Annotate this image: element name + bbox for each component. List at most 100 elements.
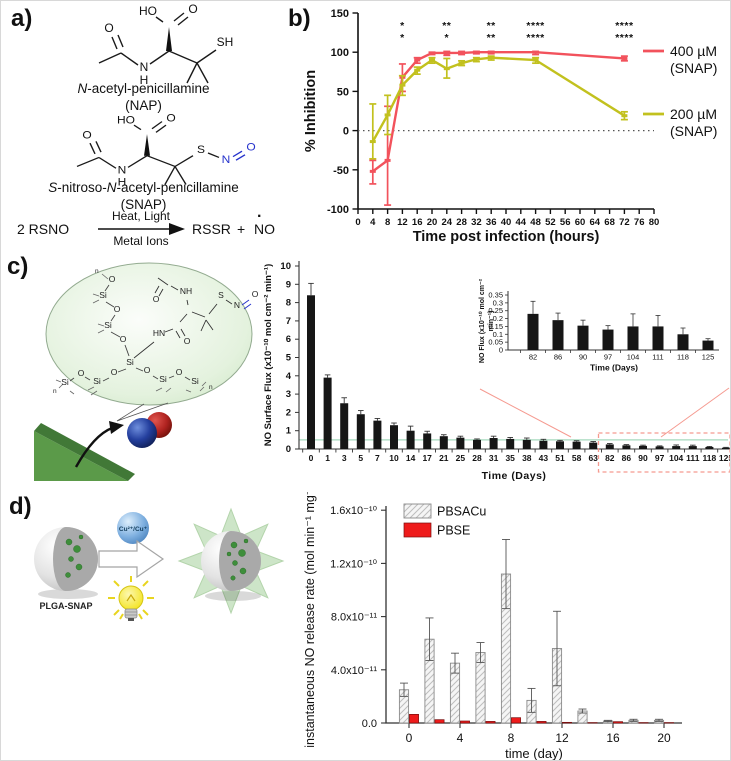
y-tick-label: 1 bbox=[286, 426, 292, 437]
series-400-µM-(SNAP) bbox=[369, 50, 628, 206]
snap-arm-bonds bbox=[133, 277, 233, 359]
legend-swatch bbox=[403, 503, 432, 519]
significance-marker: ** bbox=[442, 20, 452, 32]
inset-y-axis-label: min⁻¹) bbox=[488, 311, 495, 332]
reaction-product-no: NO bbox=[254, 221, 275, 237]
n-o-double-bond bbox=[241, 299, 252, 310]
methyl-marks bbox=[55, 273, 207, 396]
x-tick-label: 17 bbox=[422, 453, 432, 463]
y-tick-label: -50 bbox=[333, 165, 349, 177]
y-axis-label: NO Surface Flux (x10⁻¹⁰ mol cm⁻² min⁻¹) bbox=[263, 264, 274, 447]
x-tick-label: 111 bbox=[686, 453, 700, 463]
x-tick-label: 43 bbox=[539, 453, 549, 463]
atom-label: HO bbox=[117, 115, 135, 126]
x-tick-label: 16 bbox=[606, 731, 620, 745]
inset-bar bbox=[602, 329, 614, 350]
x-tick-label: 1 bbox=[325, 453, 330, 463]
y-tick-label: 1.2x10⁻¹⁰ bbox=[330, 558, 377, 570]
bar bbox=[356, 414, 365, 449]
y-tick-label: -100 bbox=[327, 204, 349, 216]
x-tick-label: 48 bbox=[530, 217, 541, 228]
x-tick-label: 35 bbox=[505, 453, 515, 463]
reaction-condition-top: Heat, Light bbox=[112, 209, 171, 223]
bar bbox=[323, 377, 332, 449]
x-tick-label: 40 bbox=[501, 217, 512, 228]
panel-d-chart: 0.0 4.0x10⁻¹¹ 8.0x10⁻¹¹ 1.2x10⁻¹⁰ 1.6x10⁻¹⁰ 0… bbox=[303, 492, 682, 760]
x-tick-label: 24 bbox=[442, 217, 453, 228]
subscript-n: n bbox=[209, 384, 213, 391]
atom-label: O bbox=[184, 336, 191, 346]
light-bulb-icon-part bbox=[128, 618, 134, 621]
series-line bbox=[371, 56, 626, 143]
snap-dots-part bbox=[243, 538, 249, 544]
bar-pbse bbox=[536, 721, 547, 724]
y-tick-label: 2 bbox=[286, 407, 291, 418]
x-tick-label: 44 bbox=[516, 217, 527, 228]
snap-bonds bbox=[76, 121, 220, 185]
y-tick-label: 0 bbox=[343, 126, 349, 138]
atom-label: O bbox=[144, 365, 151, 375]
x-tick-label: 32 bbox=[471, 217, 482, 228]
atom-label: O bbox=[78, 368, 85, 378]
y-tick-label: 8 bbox=[286, 298, 291, 309]
atom-label: O bbox=[120, 334, 127, 344]
bar-pbsacu bbox=[475, 652, 486, 724]
inset-y-tick-label: 0.25 bbox=[488, 306, 503, 315]
bar-pbse bbox=[409, 714, 419, 724]
snap-dots-part bbox=[232, 560, 238, 566]
x-tick-label: 3 bbox=[342, 453, 347, 463]
light-bulb-icon-part bbox=[126, 593, 136, 602]
atom-label: O bbox=[153, 294, 160, 304]
atom-label: Si bbox=[126, 357, 134, 367]
snap-wedge-bond bbox=[144, 134, 150, 156]
x-tick-label: 12 bbox=[555, 731, 569, 745]
bar-pbse bbox=[460, 720, 470, 724]
inset-y-tick-label: 0.3 bbox=[493, 298, 503, 307]
panel-d-label: d) bbox=[9, 493, 32, 520]
significance-marker: * bbox=[445, 32, 450, 44]
atom-label: NH bbox=[180, 286, 192, 296]
inset-bar bbox=[652, 326, 664, 350]
significance-marker: ** bbox=[487, 32, 497, 44]
highlight-box bbox=[597, 432, 730, 473]
x-tick-label: 90 bbox=[638, 453, 648, 463]
snap-dots bbox=[226, 538, 249, 581]
x-tick-label: 8 bbox=[508, 731, 515, 745]
snap-dots-part bbox=[65, 572, 71, 578]
inset-bar bbox=[552, 320, 564, 350]
activated-particle-cut-face bbox=[219, 531, 261, 591]
x-tick-label: 0 bbox=[309, 453, 314, 463]
significance-marker: **** bbox=[615, 32, 634, 44]
y-tick-label: 10 bbox=[280, 261, 291, 272]
atom-label: O bbox=[104, 21, 113, 35]
x-tick-label: 72 bbox=[619, 217, 630, 228]
snap-name-part: -acetyl-penicillamine bbox=[116, 180, 239, 195]
nap-name-part: -acetyl-penicillamine bbox=[87, 81, 210, 96]
x-tick-label: 4 bbox=[370, 217, 376, 228]
x-axis-label: Time post infection (hours) bbox=[413, 229, 600, 245]
bar bbox=[589, 442, 598, 449]
y-tick-label: 100 bbox=[331, 47, 349, 59]
inset-bar bbox=[577, 325, 589, 350]
nap-abbr: (NAP) bbox=[125, 98, 162, 113]
inset-y-tick-label: 0 bbox=[499, 346, 503, 355]
bar bbox=[722, 447, 730, 449]
legend-label: (SNAP) bbox=[670, 123, 717, 139]
y-tick-label: 3 bbox=[286, 389, 291, 400]
release-arrow bbox=[74, 426, 113, 468]
x-tick-label: 31 bbox=[489, 453, 499, 463]
atom-label: Si bbox=[159, 374, 167, 384]
bar bbox=[622, 445, 631, 449]
inset-callout-lines bbox=[479, 387, 730, 438]
atom-label: S bbox=[218, 290, 224, 300]
snap-dots-part bbox=[239, 567, 247, 575]
x-tick-label: 10 bbox=[389, 453, 399, 463]
x-tick-label: 0 bbox=[406, 731, 413, 745]
atom-label: N bbox=[222, 154, 231, 165]
nap-structure: HO O O N H SH bbox=[98, 2, 233, 87]
atom-label: O bbox=[114, 304, 121, 314]
subscript-n: n bbox=[95, 268, 99, 275]
inset-x-tick-label: 111 bbox=[652, 353, 663, 362]
copper-sphere bbox=[117, 512, 149, 544]
transform-arrow bbox=[98, 539, 165, 579]
